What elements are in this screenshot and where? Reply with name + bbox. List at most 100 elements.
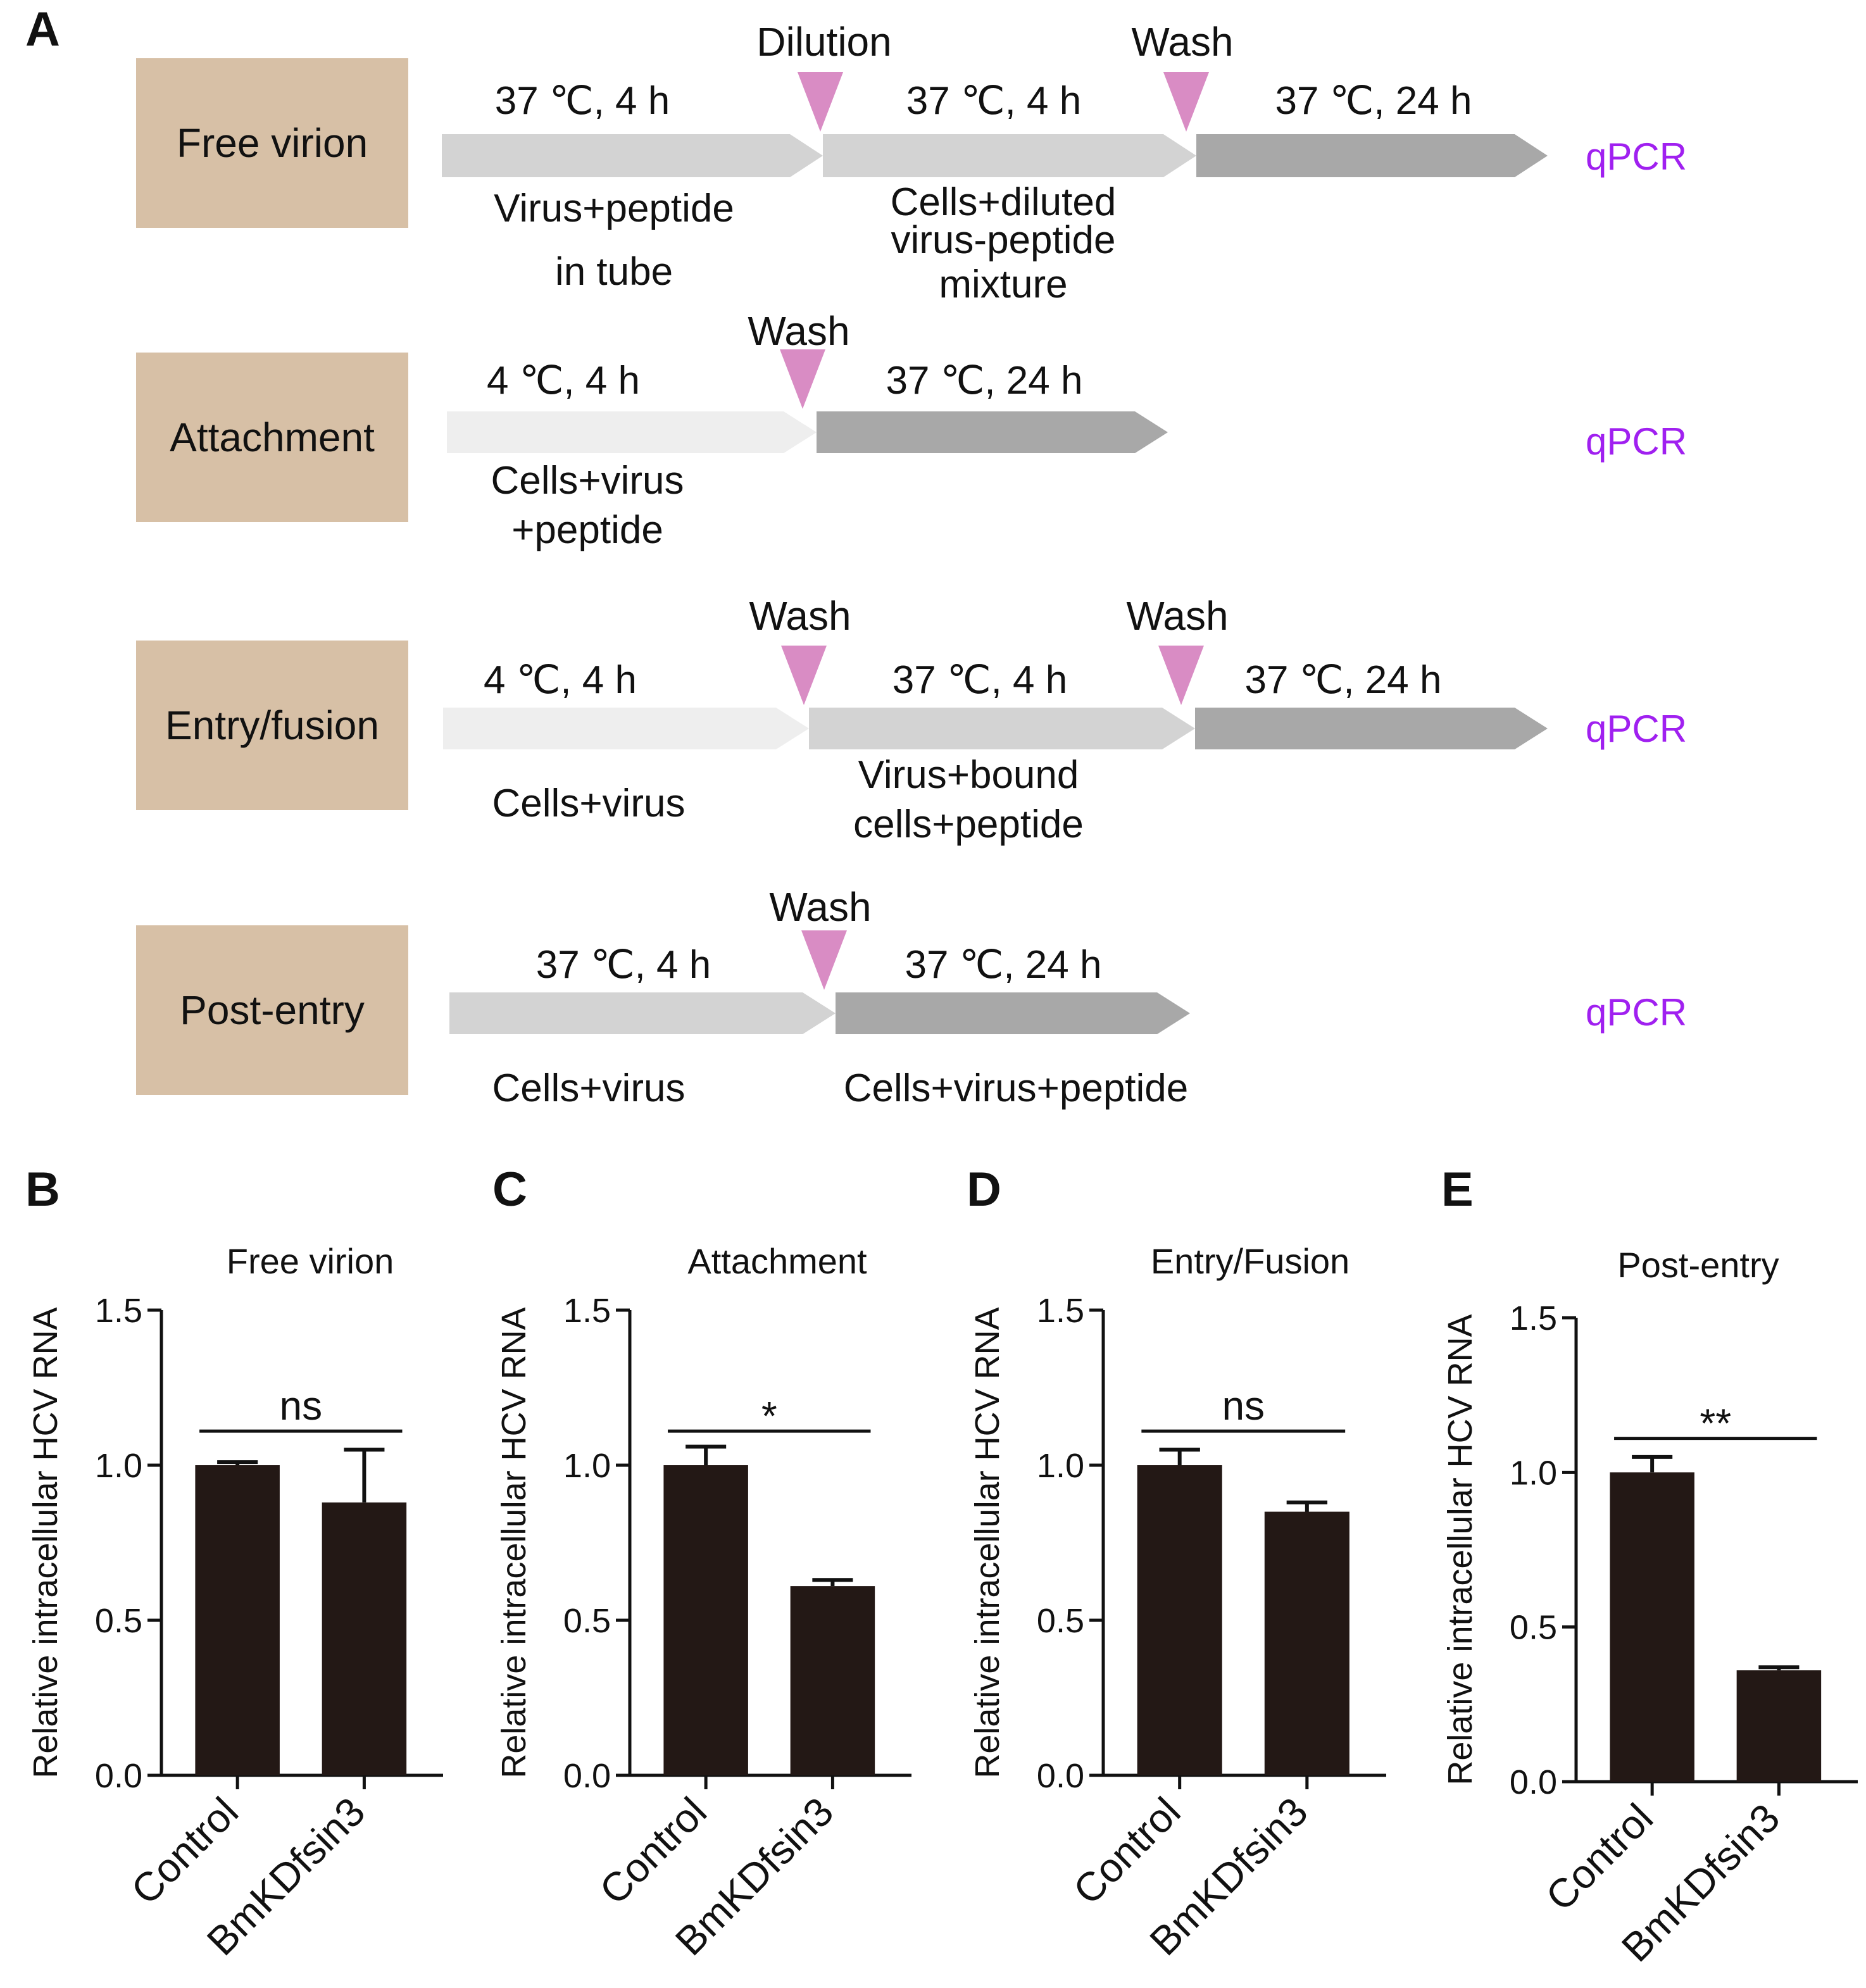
schematic-row: Free virion Dilution Wash 37 ℃, 4 h Virus+pe… xyxy=(136,19,1687,306)
x-category-label: Control xyxy=(122,1789,247,1913)
y-tick-label: 0.0 xyxy=(95,1757,142,1795)
panel-charts: B Free virion Relative intracellular HCV R… xyxy=(25,1163,1858,1970)
qpcr-label: qPCR xyxy=(1586,708,1687,750)
step-description: Cells+virus xyxy=(491,459,684,503)
y-tick-label: 1.0 xyxy=(95,1447,142,1485)
step-description: Virus+bound xyxy=(858,753,1079,797)
bar xyxy=(1137,1465,1222,1775)
timeline-arrow xyxy=(442,134,823,177)
y-tick-label: 0.0 xyxy=(563,1757,611,1795)
step-condition: 37 ℃, 4 h xyxy=(892,658,1067,702)
y-tick-label: 0.0 xyxy=(1510,1763,1557,1801)
bar xyxy=(322,1502,407,1775)
stage-box xyxy=(136,925,408,1095)
y-axis-label: Relative intracellular HCV RNA xyxy=(968,1307,1006,1778)
y-tick-label: 1.5 xyxy=(95,1292,142,1330)
panel-a-schematic: A Free virion Dilution Wash 37 ℃, 4 h Virus+… xyxy=(25,3,1687,1110)
timeline-arrow xyxy=(836,992,1190,1034)
y-axis-label: Relative intracellular HCV RNA xyxy=(1441,1314,1479,1785)
y-tick-label: 1.0 xyxy=(563,1447,611,1485)
step-description: virus-peptide xyxy=(891,218,1116,262)
schematic-row: Attachment Wash 4 ℃, 4 h Cells+virus +peptid… xyxy=(136,308,1687,552)
step-condition: 37 ℃, 4 h xyxy=(495,79,670,123)
stage-box xyxy=(136,641,408,810)
significance-label: ns xyxy=(279,1383,322,1428)
wash-marker-icon xyxy=(1158,646,1204,705)
significance-label: ns xyxy=(1222,1383,1265,1428)
panel-letter: D xyxy=(967,1163,1001,1216)
bar xyxy=(1610,1472,1694,1782)
qpcr-label: qPCR xyxy=(1586,991,1687,1034)
bar-chart: E Post-entry Relative intracellular HCV RN… xyxy=(1441,1163,1858,1970)
panel-letter: E xyxy=(1441,1163,1474,1216)
significance-label: * xyxy=(761,1393,777,1439)
timeline-arrow xyxy=(823,134,1196,177)
chart-title: Attachment xyxy=(687,1241,867,1281)
y-tick-label: 1.0 xyxy=(1037,1447,1084,1485)
y-axis-label: Relative intracellular HCV RNA xyxy=(27,1307,65,1778)
significance-label: ** xyxy=(1700,1401,1731,1446)
marker-label: Wash xyxy=(749,593,851,639)
bar xyxy=(195,1465,280,1775)
bar-chart: C Attachment Relative intracellular HCV RN… xyxy=(492,1163,911,1964)
bar-chart: D Entry/Fusion Relative intracellular HCV … xyxy=(967,1163,1386,1964)
y-tick-label: 0.5 xyxy=(563,1602,611,1640)
timeline-arrow xyxy=(1196,134,1548,177)
step-condition: 37 ℃, 24 h xyxy=(886,359,1083,403)
schematic-row: Post-entry Wash 37 ℃, 4 h Cells+virus 37 ℃, … xyxy=(136,884,1687,1110)
panel-letter-a: A xyxy=(25,3,60,56)
bar xyxy=(663,1465,748,1775)
x-category-label: Control xyxy=(591,1789,715,1913)
y-tick-label: 1.5 xyxy=(563,1292,611,1330)
bar-chart: B Free virion Relative intracellular HCV R… xyxy=(25,1163,443,1964)
step-description: in tube xyxy=(555,250,673,294)
stage-box xyxy=(136,58,408,228)
step-condition: 4 ℃, 4 h xyxy=(484,658,637,702)
step-description: cells+peptide xyxy=(853,803,1084,846)
x-category-label: Control xyxy=(1537,1795,1662,1920)
timeline-arrow xyxy=(449,992,836,1034)
bar xyxy=(790,1586,875,1775)
y-tick-label: 0.5 xyxy=(1510,1609,1557,1647)
wash-marker-icon xyxy=(781,646,827,705)
step-description: Cells+virus xyxy=(492,1066,686,1110)
panel-letter: B xyxy=(25,1163,60,1216)
step-description: Cells+virus xyxy=(492,782,686,825)
panel-letter: C xyxy=(492,1163,527,1216)
timeline-arrow xyxy=(809,708,1195,749)
step-description: Virus+peptide xyxy=(494,187,734,230)
marker-label: Wash xyxy=(1131,19,1233,65)
bar xyxy=(1736,1670,1822,1782)
marker-label: Wash xyxy=(1126,593,1228,639)
stage-label: Post-entry xyxy=(180,987,365,1033)
step-condition: 37 ℃, 24 h xyxy=(1275,79,1472,123)
y-tick-label: 1.5 xyxy=(1510,1299,1557,1337)
stage-box xyxy=(136,353,408,522)
qpcr-label: qPCR xyxy=(1586,135,1687,178)
x-category-label: Control xyxy=(1065,1789,1189,1913)
stage-label: Free virion xyxy=(177,120,368,166)
marker-label: Wash xyxy=(769,884,871,930)
qpcr-label: qPCR xyxy=(1586,420,1687,463)
y-axis-label: Relative intracellular HCV RNA xyxy=(495,1307,533,1778)
chart-title: Entry/Fusion xyxy=(1151,1241,1349,1281)
marker-label: Wash xyxy=(748,308,849,354)
step-description: +peptide xyxy=(511,508,663,552)
step-description: Cells+virus+peptide xyxy=(844,1066,1189,1110)
chart-title: Free virion xyxy=(227,1241,394,1281)
y-tick-label: 0.5 xyxy=(95,1602,142,1640)
step-condition: 37 ℃, 4 h xyxy=(906,79,1081,123)
timeline-arrow xyxy=(817,411,1168,453)
step-description: mixture xyxy=(939,263,1067,306)
chart-title: Post-entry xyxy=(1617,1245,1779,1285)
y-tick-label: 0.5 xyxy=(1037,1602,1084,1640)
marker-label: Dilution xyxy=(756,19,891,65)
step-condition: 37 ℃, 24 h xyxy=(905,943,1102,987)
y-tick-label: 1.0 xyxy=(1510,1454,1557,1492)
timeline-arrow xyxy=(447,411,817,453)
wash-marker-icon xyxy=(798,72,843,132)
stage-label: Attachment xyxy=(170,415,375,460)
schematic-row: Entry/fusion Wash Wash 4 ℃, 4 h Cells+virus 3… xyxy=(136,593,1687,846)
y-tick-label: 0.0 xyxy=(1037,1757,1084,1795)
